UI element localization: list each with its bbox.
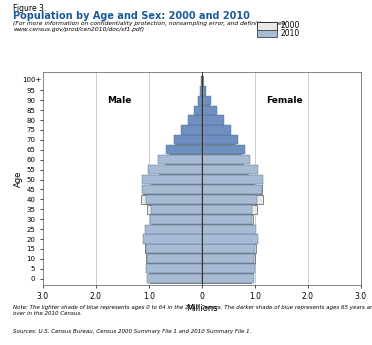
Bar [202, 205, 257, 214]
Bar [202, 165, 248, 174]
Bar [202, 205, 252, 214]
Bar [202, 106, 215, 115]
Text: 2010: 2010 [281, 29, 300, 38]
Bar [202, 235, 258, 244]
Bar [148, 235, 202, 244]
Bar [145, 244, 202, 254]
Bar [202, 215, 252, 224]
Bar [175, 135, 202, 145]
Text: Male: Male [108, 96, 132, 105]
Bar [146, 264, 202, 273]
Bar [202, 185, 262, 194]
X-axis label: Millions: Millions [186, 304, 218, 313]
Bar [202, 86, 206, 95]
Bar [202, 225, 253, 234]
Bar [151, 175, 202, 184]
Bar [202, 96, 211, 105]
Text: Note: The lighter shade of blue represents ages 0 to 64 in the 2010 Census. The : Note: The lighter shade of blue represen… [13, 305, 372, 316]
Bar [202, 165, 258, 174]
Text: Female: Female [266, 96, 302, 105]
Bar [202, 195, 257, 204]
Bar [202, 254, 254, 264]
Bar [202, 125, 229, 135]
Bar [202, 254, 255, 264]
Bar [202, 244, 255, 254]
Bar [202, 86, 205, 95]
Text: 2000: 2000 [281, 21, 300, 30]
Bar [150, 274, 202, 283]
Bar [147, 254, 202, 264]
Bar [202, 116, 221, 125]
Bar [159, 165, 202, 174]
Bar [202, 145, 241, 154]
Bar [202, 155, 243, 164]
Bar [150, 225, 202, 234]
Bar [148, 165, 202, 174]
Y-axis label: Age: Age [15, 170, 23, 187]
Bar [198, 96, 202, 105]
Text: Figure 3.: Figure 3. [13, 4, 46, 13]
Bar [145, 225, 202, 234]
Bar [146, 254, 202, 264]
Bar [188, 116, 202, 125]
Bar [202, 264, 255, 273]
Bar [142, 175, 202, 184]
Bar [174, 135, 202, 145]
Bar [189, 116, 202, 125]
Bar [182, 125, 202, 135]
Bar [145, 244, 202, 254]
Bar [201, 76, 202, 85]
Bar [202, 195, 263, 204]
Bar [202, 135, 238, 145]
Bar [202, 235, 254, 244]
Bar [202, 244, 256, 254]
Bar [166, 145, 202, 154]
Bar [202, 145, 245, 154]
Bar [151, 215, 202, 224]
Bar [202, 76, 203, 85]
Bar [169, 145, 202, 154]
Bar [202, 96, 209, 105]
Bar [201, 86, 202, 95]
Bar [180, 125, 202, 135]
Bar [147, 205, 202, 214]
Text: Sources: U.S. Census Bureau, Census 2000 Summary File 1 and 2010 Summary File 1.: Sources: U.S. Census Bureau, Census 2000… [13, 329, 251, 334]
Bar [202, 274, 251, 283]
Text: (For more information on confidentiality protection, nonsampling error, and defi: (For more information on confidentiality… [13, 21, 286, 32]
Bar [202, 175, 254, 184]
Bar [201, 86, 202, 95]
Bar [146, 195, 202, 204]
Text: 100+: 100+ [22, 77, 41, 83]
Bar [202, 125, 231, 135]
Bar [202, 155, 250, 164]
Bar [202, 185, 262, 194]
Bar [147, 274, 202, 283]
Bar [165, 155, 202, 164]
Bar [202, 175, 263, 184]
Bar [198, 96, 202, 105]
Bar [202, 76, 203, 85]
Bar [158, 155, 202, 164]
Bar [142, 185, 202, 194]
Bar [202, 135, 235, 145]
Bar [150, 215, 202, 224]
Bar [202, 274, 254, 283]
Bar [143, 235, 202, 244]
Bar [143, 185, 202, 194]
Bar [202, 215, 253, 224]
Bar [141, 195, 202, 204]
Bar [202, 106, 217, 115]
Bar [149, 264, 202, 273]
Bar [195, 106, 202, 115]
Bar [194, 106, 202, 115]
Bar [202, 116, 224, 125]
Bar [202, 264, 253, 273]
Bar [151, 205, 202, 214]
Text: Population by Age and Sex: 2000 and 2010: Population by Age and Sex: 2000 and 2010 [13, 11, 250, 21]
Bar [202, 225, 256, 234]
